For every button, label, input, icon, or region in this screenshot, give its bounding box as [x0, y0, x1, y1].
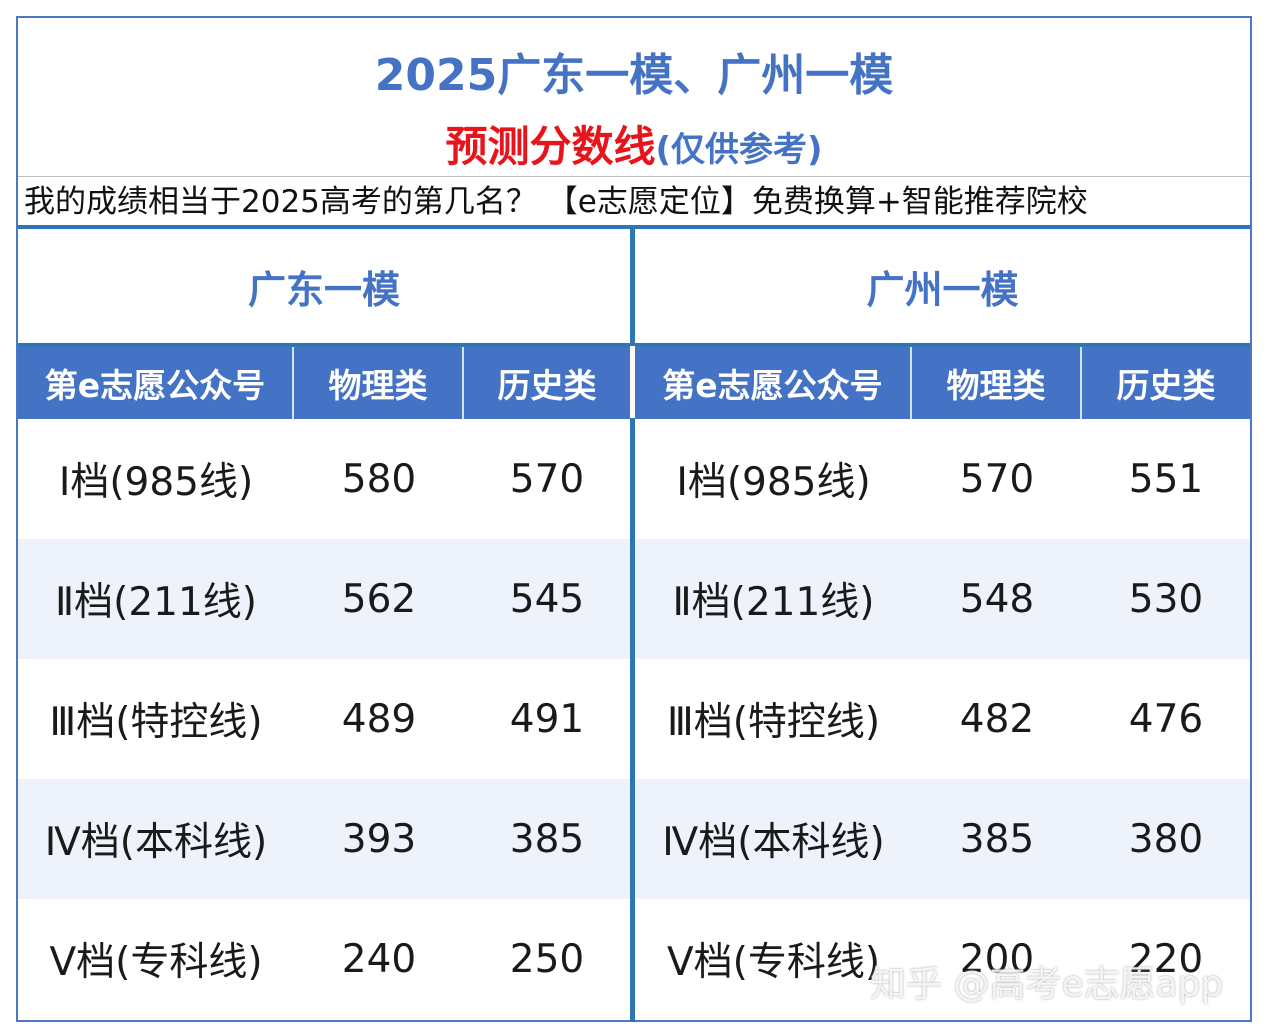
history-score: 380 [1128, 816, 1204, 862]
physics-score: 200 [959, 936, 1035, 982]
physics-score: 489 [341, 696, 417, 742]
level-cell: Ⅲ档(特控线) [666, 700, 881, 745]
physics-score: 548 [959, 576, 1035, 622]
level-cell: Ⅰ档(985线) [676, 460, 871, 505]
group-divider-gap [630, 346, 635, 418]
history-score: 551 [1128, 456, 1204, 502]
physics-score: 393 [341, 816, 417, 862]
col-header-level: 第e志愿公众号 [635, 347, 912, 419]
history-score: 220 [1128, 936, 1204, 982]
physics-score: 570 [959, 456, 1035, 502]
history-score: 250 [509, 936, 585, 982]
level-cell: Ⅰ档(985线) [58, 460, 254, 505]
group-title-guangzhou: 广州一模 [866, 267, 1019, 312]
physics-score: 240 [341, 936, 417, 982]
physics-score: 580 [341, 456, 417, 502]
history-score: 476 [1128, 696, 1204, 742]
col-header-history: 历史类 [1082, 347, 1250, 419]
level-cell: Ⅲ档(特控线) [49, 700, 263, 745]
physics-score: 562 [341, 576, 417, 622]
title-block: 2025广东一模、广州一模 预测分数线(仅供参考) [18, 18, 1250, 172]
watermark: 知乎 @高考e志愿app [870, 964, 1224, 1005]
physics-score: 482 [959, 696, 1035, 742]
history-score: 491 [509, 696, 585, 742]
history-score: 530 [1128, 576, 1204, 622]
level-cell: Ⅱ档(211线) [672, 580, 875, 625]
level-cell: Ⅳ档(本科线) [662, 820, 885, 865]
col-header-level: 第e志愿公众号 [18, 347, 294, 419]
page-subtitle: 预测分数线(仅供参考) [18, 122, 1250, 181]
level-cell: Ⅴ档(专科线) [49, 940, 263, 985]
level-cell: Ⅳ档(本科线) [44, 820, 268, 865]
group-title-guangdong: 广东一模 [247, 267, 400, 312]
group-divider [630, 225, 635, 1022]
col-header-physics: 物理类 [912, 347, 1082, 419]
page-title: 2025广东一模、广州一模 [374, 50, 894, 101]
promo-banner[interactable]: 我的成绩相当于2025高考的第几名？ 【e志愿定位】免费换算+智能推荐院校 [18, 176, 1250, 224]
level-cell: Ⅴ档(专科线) [666, 940, 881, 985]
subtitle-note: (仅供参考) [655, 130, 823, 170]
history-score: 385 [509, 816, 585, 862]
col-header-physics: 物理类 [294, 347, 464, 419]
col-header-history: 历史类 [464, 347, 630, 419]
history-score: 570 [509, 456, 585, 502]
subtitle-main: 预测分数线 [445, 122, 656, 171]
level-cell: Ⅱ档(211线) [54, 580, 258, 625]
history-score: 545 [509, 576, 585, 622]
physics-score: 385 [959, 816, 1035, 862]
